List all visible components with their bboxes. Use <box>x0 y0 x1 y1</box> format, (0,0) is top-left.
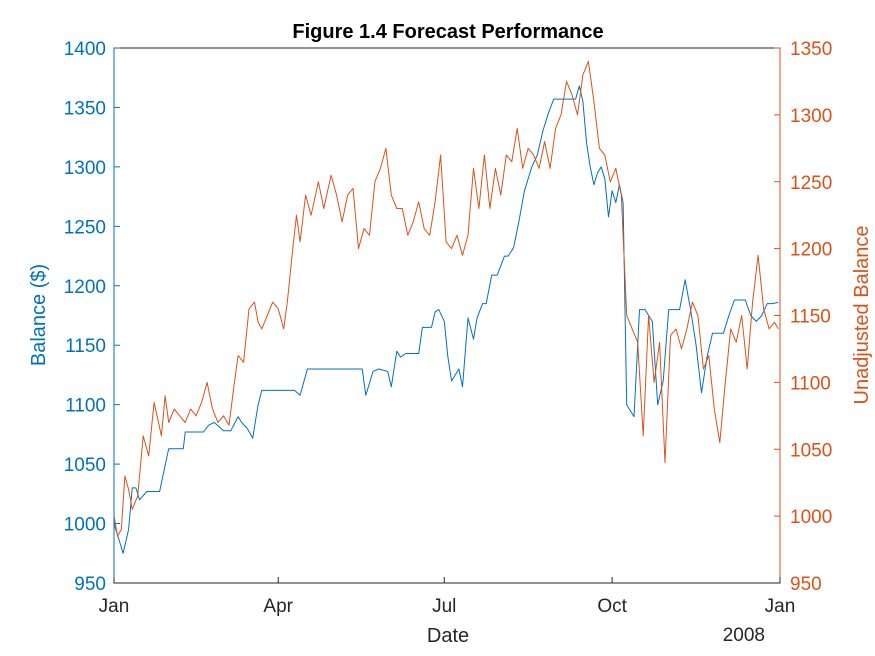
x-tick-label: Oct <box>597 596 627 617</box>
left-tick-label: 1150 <box>65 336 106 357</box>
x-tick-label: Jan <box>99 596 130 617</box>
x-tick-label: Apr <box>263 596 293 617</box>
left-y-axis-label: Balance ($) <box>28 264 50 366</box>
right-tick-label: 1000 <box>790 507 832 528</box>
left-tick-label: 1050 <box>64 455 106 476</box>
x-axis-year-label: 2008 <box>723 625 765 646</box>
left-y-axis: 950 1000 1050 1100 1150 1200 1250 1300 1350 1400 <box>64 39 120 595</box>
right-tick-label: 1250 <box>790 173 832 194</box>
x-tick-label: Jan <box>765 596 796 617</box>
right-tick-label: 1300 <box>790 106 832 127</box>
left-tick-label: 1200 <box>64 277 106 298</box>
left-tick-label: 1300 <box>64 158 106 179</box>
left-tick-label: 1100 <box>65 396 106 417</box>
left-tick-label: 1250 <box>64 217 106 238</box>
right-tick-label: 1150 <box>790 307 831 328</box>
right-y-axis-label: Unadjusted Balance <box>851 225 873 404</box>
left-tick-label: 950 <box>74 574 106 595</box>
right-tick-label: 1100 <box>790 373 831 394</box>
left-tick-label: 1350 <box>64 98 106 119</box>
right-tick-label: 1350 <box>790 39 832 60</box>
left-tick-label: 1000 <box>64 515 106 536</box>
right-y-axis: 950 1000 1050 1100 1150 1200 1250 1300 1350 <box>774 39 832 595</box>
left-axis-series-line <box>113 85 779 554</box>
right-tick-label: 1050 <box>790 440 832 461</box>
x-tick-label: Jul <box>432 596 456 617</box>
x-axis: Jan Apr Jul Oct Jan <box>99 577 796 617</box>
right-tick-label: 950 <box>790 574 822 595</box>
x-axis-label: Date <box>427 625 469 647</box>
plot-series <box>113 60 779 554</box>
chart-title: Figure 1.4 Forecast Performance <box>292 21 603 43</box>
right-axis-series-line <box>113 60 779 537</box>
left-tick-label: 1400 <box>64 39 106 60</box>
right-tick-label: 1200 <box>790 240 832 261</box>
plot-box <box>113 47 781 584</box>
